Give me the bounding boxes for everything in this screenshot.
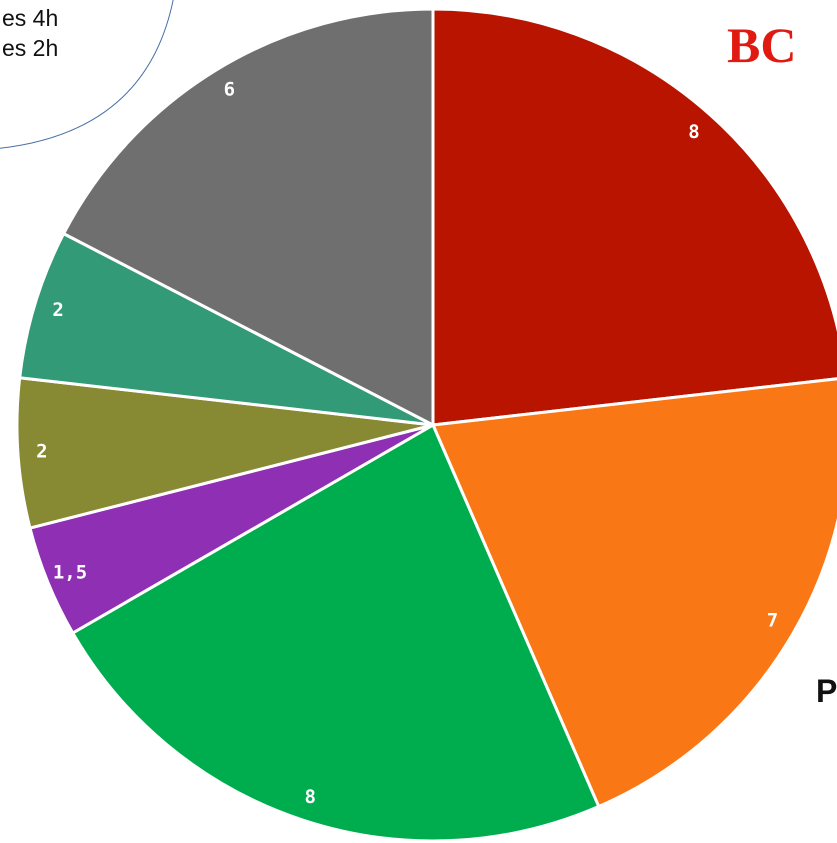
pie-slice (18, 232, 435, 427)
data-label: 2 (52, 299, 63, 321)
title-fragment: BC (727, 17, 796, 73)
callout-text: es 4h (2, 5, 58, 31)
pie-slice (71, 423, 601, 843)
data-label: 7 (767, 610, 778, 632)
data-label: 2 (36, 440, 47, 462)
data-label: 1,5 (53, 561, 87, 583)
pie-slice (431, 377, 837, 809)
data-label: 6 (224, 79, 235, 101)
pie-slice (431, 7, 837, 427)
text-fragment: P (816, 673, 837, 709)
pie-slice (62, 7, 435, 427)
callout-outline (0, 0, 174, 149)
pie-slice (15, 376, 435, 530)
data-label: 8 (304, 786, 315, 808)
data-label: 8 (688, 121, 699, 143)
callout-text: es 2h (2, 35, 58, 61)
